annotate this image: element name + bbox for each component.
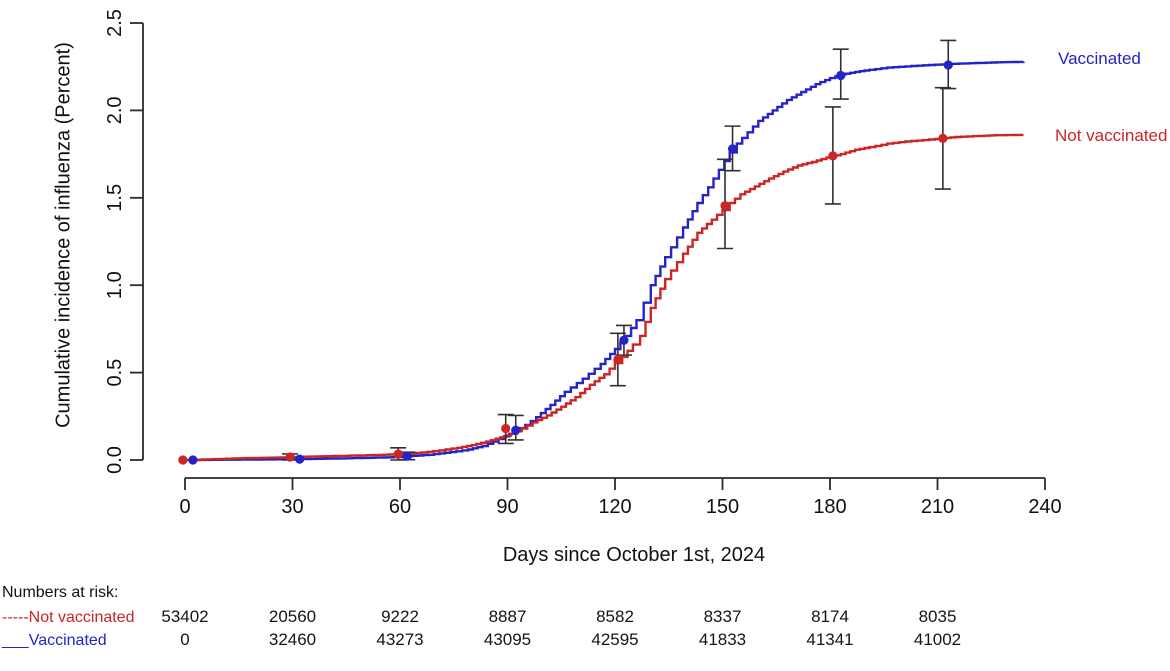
numbers-at-risk-title: Numbers at risk: <box>2 584 119 601</box>
x-axis-title: Days since October 1st, 2024 <box>502 544 766 566</box>
marker-not-vaccinated <box>285 452 295 462</box>
x-tick-label: 90 <box>496 496 518 518</box>
risk-row-label-vaccinated: ___Vaccinated <box>2 632 107 650</box>
marker-vaccinated <box>188 455 198 465</box>
x-tick-label: 120 <box>598 496 631 518</box>
marker-vaccinated <box>619 335 629 345</box>
legend-vaccinated-label: Vaccinated <box>1058 49 1141 68</box>
risk-row-line-sample-dashed: ----- <box>2 609 29 626</box>
y-tick-label: 1.5 <box>104 184 126 212</box>
marker-vaccinated <box>402 451 412 461</box>
risk-value: 41833 <box>698 630 747 649</box>
x-tick-label: 240 <box>1028 496 1061 518</box>
marker-not-vaccinated <box>613 354 623 365</box>
y-tick-label: 1.0 <box>104 271 126 299</box>
y-tick-label: 2.0 <box>104 96 126 124</box>
risk-value: 41341 <box>806 630 854 649</box>
risk-value: 8337 <box>703 607 742 626</box>
risk-value: 43273 <box>376 630 424 649</box>
y-axis-title: Cumulative incidence of influenza (Perce… <box>52 42 75 428</box>
risk-row-name: Vaccinated <box>28 632 107 649</box>
marker-not-vaccinated <box>828 151 838 161</box>
risk-value: 0 <box>180 630 190 649</box>
marker-vaccinated <box>727 144 738 154</box>
marker-vaccinated <box>943 60 953 70</box>
y-tick-label: 2.5 <box>104 9 126 37</box>
x-tick-label: 0 <box>179 496 190 518</box>
marker-vaccinated <box>836 70 846 81</box>
risk-value: 53402 <box>161 607 209 626</box>
marker-not-vaccinated <box>720 201 730 211</box>
y-tick-label: 0.5 <box>104 359 126 387</box>
risk-value: 41002 <box>913 630 962 649</box>
marker-vaccinated <box>511 425 521 435</box>
marker-not-vaccinated <box>393 449 403 459</box>
x-tick-label: 30 <box>281 496 303 518</box>
risk-value: 32460 <box>268 630 317 649</box>
marker-not-vaccinated <box>938 133 948 143</box>
risk-value: 8582 <box>596 607 634 626</box>
risk-value: 8174 <box>811 607 849 626</box>
marker-not-vaccinated <box>501 423 511 434</box>
risk-value: 8887 <box>488 607 527 626</box>
curve-not-vaccinated <box>185 133 1024 462</box>
curve-vaccinated <box>188 60 1025 462</box>
risk-value: 8035 <box>918 607 957 626</box>
y-tick-label: 0.0 <box>104 446 126 474</box>
risk-value: 9222 <box>381 607 419 626</box>
risk-row-name: Not vaccinated <box>28 609 135 626</box>
x-tick-label: 150 <box>706 496 739 518</box>
risk-value: 20560 <box>268 607 317 626</box>
x-tick-label: 210 <box>921 496 954 518</box>
x-tick-label: 180 <box>813 496 846 518</box>
legend-not-vaccinated-label: Not vaccinated <box>1055 126 1168 145</box>
marker-vaccinated <box>295 454 305 464</box>
risk-row-label-not-vaccinated: -----Not vaccinated <box>2 609 134 627</box>
risk-value: 43095 <box>483 630 532 649</box>
marker-not-vaccinated <box>178 455 188 465</box>
risk-row-line-sample-solid: ___ <box>2 632 29 649</box>
risk-value: 42595 <box>591 630 639 649</box>
x-tick-label: 60 <box>389 496 411 518</box>
